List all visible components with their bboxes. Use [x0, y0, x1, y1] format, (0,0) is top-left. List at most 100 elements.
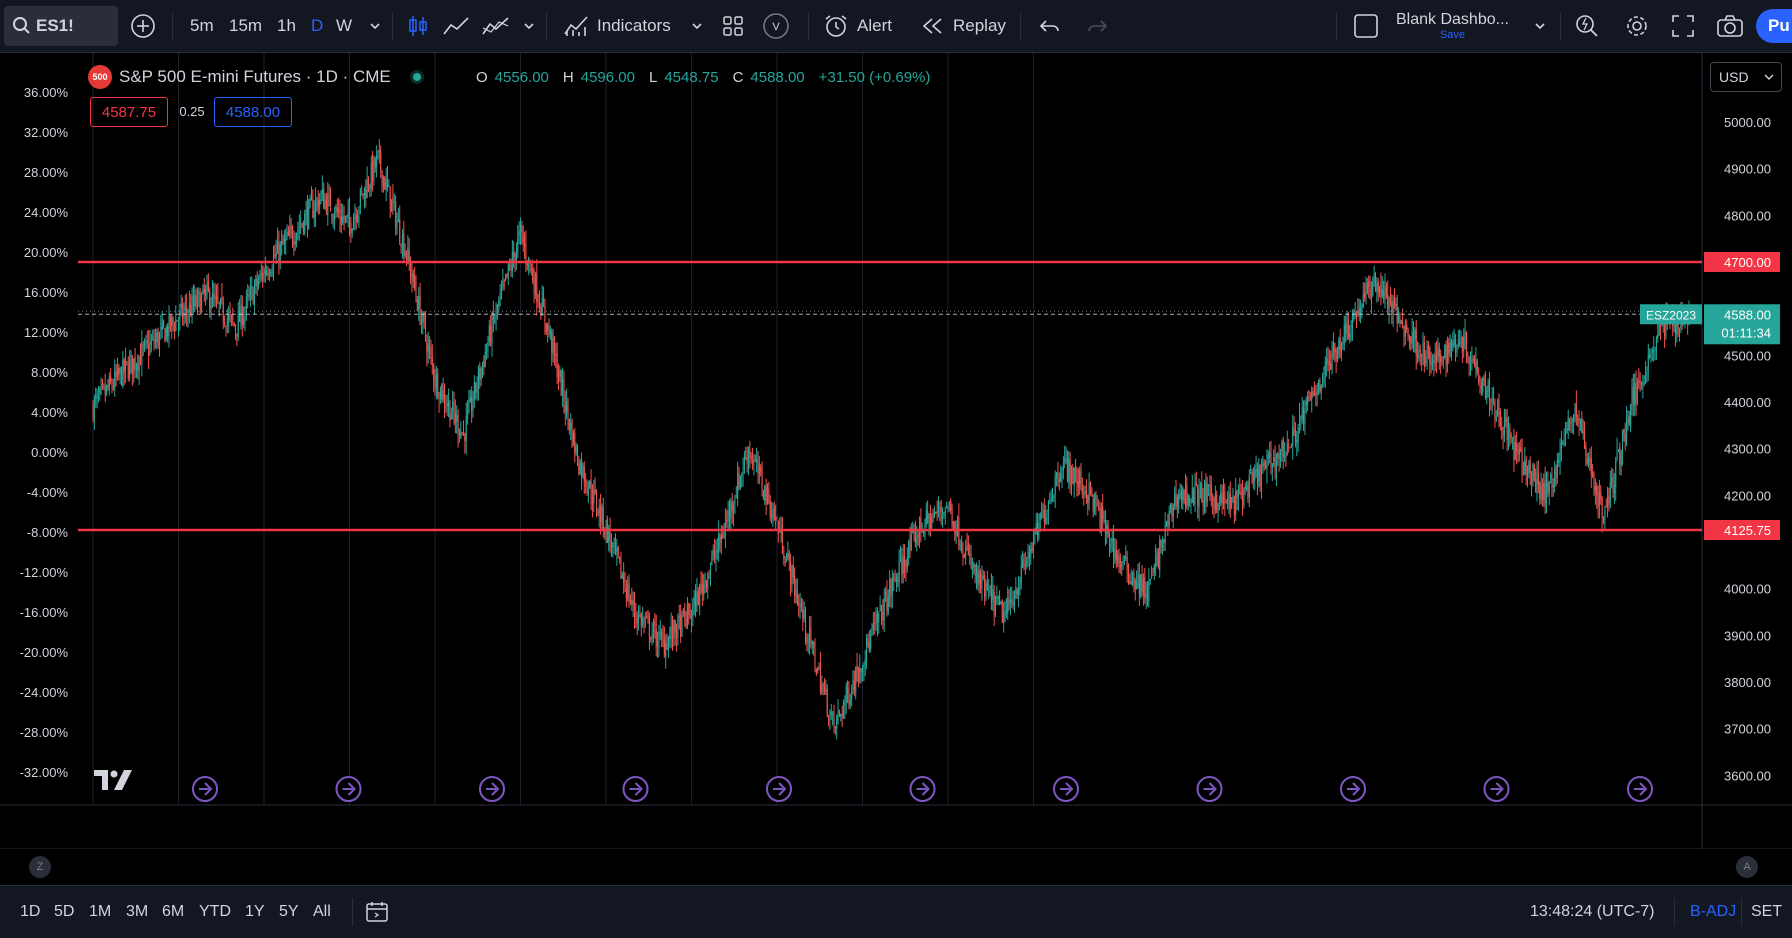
candle-body: [234, 326, 237, 332]
candle: [1012, 590, 1014, 610]
publish-button[interactable]: Pu: [1756, 0, 1792, 52]
candle: [775, 504, 777, 529]
timeframe-3m[interactable]: 3M: [126, 903, 149, 920]
clock-time[interactable]: 13:48:24 (UTC-7): [1530, 903, 1655, 920]
candle-body: [393, 201, 395, 203]
interval-d[interactable]: D: [311, 16, 324, 35]
candle-body: [251, 287, 253, 289]
candle: [1016, 587, 1018, 600]
layout-checkbox[interactable]: [1353, 0, 1379, 52]
layout-dropdown[interactable]: [1533, 0, 1547, 52]
candle-body: [317, 199, 319, 209]
candle-body: [639, 614, 641, 616]
layout-name-button[interactable]: Blank Dashbo... Save: [1396, 11, 1509, 41]
candle: [601, 503, 603, 530]
candle: [642, 606, 644, 628]
date-range-button[interactable]: [364, 886, 390, 938]
interval-15m[interactable]: 15m: [229, 16, 263, 35]
chart-type-dropdown[interactable]: [522, 0, 536, 52]
candle-body: [1121, 564, 1123, 566]
candle-body: [1175, 492, 1177, 500]
auto-scale-button[interactable]: A: [1736, 856, 1758, 878]
quick-search-button[interactable]: [1574, 0, 1600, 52]
candle: [739, 475, 741, 490]
candle: [897, 572, 899, 588]
candle: [422, 311, 424, 335]
sell-price-button[interactable]: 4587.75: [90, 97, 168, 127]
candle: [614, 533, 617, 556]
interval-5m[interactable]: 5m: [190, 16, 214, 35]
candle-body: [800, 603, 802, 609]
candle-body: [613, 539, 615, 541]
candle: [1412, 321, 1415, 353]
interval-dropdown[interactable]: [368, 0, 382, 52]
candle: [157, 327, 159, 349]
candle-body: [948, 502, 950, 505]
candle-body: [1094, 493, 1096, 513]
redo-button[interactable]: [1085, 0, 1109, 52]
candle-body: [298, 226, 300, 228]
candle-body: [1270, 454, 1272, 466]
buy-price-button[interactable]: 4588.00: [214, 97, 292, 127]
timeframe-all[interactable]: All: [313, 903, 331, 920]
candle-body: [923, 529, 925, 533]
timeframe-5y[interactable]: 5Y: [279, 903, 299, 920]
candle: [937, 496, 940, 518]
candle: [253, 279, 256, 315]
candle-body: [563, 378, 565, 403]
add-symbol-button[interactable]: [130, 0, 156, 52]
candle-body: [1442, 359, 1444, 361]
candle: [137, 354, 139, 380]
candle: [1588, 452, 1590, 469]
timeframe-5d[interactable]: 5D: [54, 903, 75, 920]
line-chart-button[interactable]: [442, 0, 470, 52]
settings-button[interactable]: [1624, 0, 1650, 52]
candle: [154, 328, 156, 349]
candle-body: [361, 191, 363, 193]
session-toggle[interactable]: SET: [1751, 903, 1783, 920]
strategy-button[interactable]: V: [762, 0, 790, 52]
candle-body: [1277, 453, 1279, 458]
chart-legend[interactable]: 500 S&P 500 E-mini Futures · 1D · CME: [88, 64, 421, 90]
timeframe-ytd[interactable]: YTD: [199, 903, 231, 920]
candle-body: [665, 642, 667, 657]
zoom-out-button[interactable]: Z: [29, 856, 51, 878]
candle-body: [1643, 382, 1645, 384]
candle: [1551, 466, 1553, 497]
fullscreen-button[interactable]: [1671, 0, 1695, 52]
candle: [96, 388, 98, 409]
candle: [1474, 354, 1476, 368]
timeframe-1m[interactable]: 1M: [89, 903, 112, 920]
indicators-dropdown[interactable]: [690, 0, 704, 52]
timeframe-1d[interactable]: 1D: [20, 903, 41, 920]
undo-button[interactable]: [1038, 0, 1062, 52]
candle: [92, 400, 94, 423]
interval-w[interactable]: W: [336, 16, 353, 35]
candle: [868, 630, 870, 654]
alert-button[interactable]: Alert: [823, 0, 892, 52]
interval-1h[interactable]: 1h: [277, 16, 296, 35]
chart-type-button[interactable]: [406, 0, 430, 52]
candle-body: [1501, 428, 1503, 430]
compare-button[interactable]: [481, 0, 511, 52]
currency-select[interactable]: USD: [1710, 62, 1782, 92]
timeframe-6m[interactable]: 6M: [162, 903, 185, 920]
candle: [1038, 513, 1040, 541]
candle: [1406, 319, 1408, 334]
candle: [1564, 422, 1567, 447]
symbol-search-button[interactable]: ES1!: [4, 6, 118, 46]
replay-button[interactable]: Replay: [921, 0, 1006, 52]
candle: [543, 286, 545, 307]
candle: [498, 296, 500, 314]
candle-body: [1142, 579, 1144, 593]
candle-body: [1502, 427, 1504, 437]
back-adjust-toggle[interactable]: B-ADJ: [1690, 903, 1737, 920]
snapshot-button[interactable]: [1716, 0, 1744, 52]
templates-button[interactable]: [722, 0, 744, 52]
candle-body: [589, 480, 591, 488]
indicators-button[interactable]: Indicators: [563, 0, 671, 52]
timeframe-1y[interactable]: 1Y: [245, 903, 265, 920]
candle: [1512, 436, 1514, 450]
candle: [266, 265, 268, 277]
